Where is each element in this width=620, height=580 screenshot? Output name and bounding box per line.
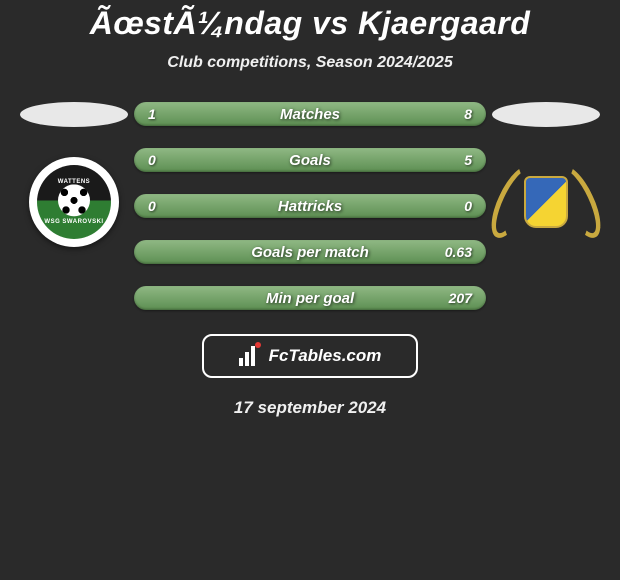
stat-label: Goals per match xyxy=(251,244,369,261)
stats-column: 1 Matches 8 0 Goals 5 0 Hattricks 0 Goal… xyxy=(134,102,486,310)
soccer-ball-icon xyxy=(58,184,90,216)
player-silhouette-right xyxy=(492,102,600,127)
stat-left-value: 0 xyxy=(148,152,196,168)
team-badge-left: WATTENS WSG SWAROVSKI xyxy=(29,157,119,247)
stat-row-goals: 0 Goals 5 xyxy=(134,148,486,172)
stat-right-value: 5 xyxy=(424,152,472,168)
stat-row-min-per-goal: Min per goal 207 xyxy=(134,286,486,310)
stat-left-value: 0 xyxy=(148,198,196,214)
team-badge-right xyxy=(501,157,591,247)
comparison-card: ÃœstÃ¼ndag vs Kjaergaard Club competitio… xyxy=(0,0,620,418)
date-label: 17 september 2024 xyxy=(0,398,620,418)
badge-text-bottom: WSG SWAROVSKI xyxy=(37,219,111,225)
stat-label: Goals xyxy=(289,152,331,169)
stat-right-value: 0.63 xyxy=(424,244,472,260)
badge-circle: WATTENS WSG SWAROVSKI xyxy=(29,157,119,247)
brand-text: FcTables.com xyxy=(269,346,382,366)
page-title: ÃœstÃ¼ndag vs Kjaergaard xyxy=(0,5,620,42)
stat-right-value: 207 xyxy=(424,290,472,306)
bar-chart-icon xyxy=(239,346,263,366)
stat-left-value: 1 xyxy=(148,106,196,122)
stat-row-matches: 1 Matches 8 xyxy=(134,102,486,126)
comparison-wrap: WATTENS WSG SWAROVSKI 1 Matches 8 0 Goal… xyxy=(0,102,620,310)
stat-right-value: 0 xyxy=(424,198,472,214)
brand-box[interactable]: FcTables.com xyxy=(202,334,418,378)
stat-row-goals-per-match: Goals per match 0.63 xyxy=(134,240,486,264)
stat-label: Min per goal xyxy=(266,290,354,307)
badge-inner: WATTENS WSG SWAROVSKI xyxy=(37,165,111,239)
stat-label: Matches xyxy=(280,106,340,123)
right-team-column xyxy=(486,102,606,247)
player-silhouette-left xyxy=(20,102,128,127)
shield-icon xyxy=(524,176,568,228)
stat-row-hattricks: 0 Hattricks 0 xyxy=(134,194,486,218)
page-subtitle: Club competitions, Season 2024/2025 xyxy=(0,54,620,72)
stat-label: Hattricks xyxy=(278,198,342,215)
left-team-column: WATTENS WSG SWAROVSKI xyxy=(14,102,134,247)
stat-right-value: 8 xyxy=(424,106,472,122)
